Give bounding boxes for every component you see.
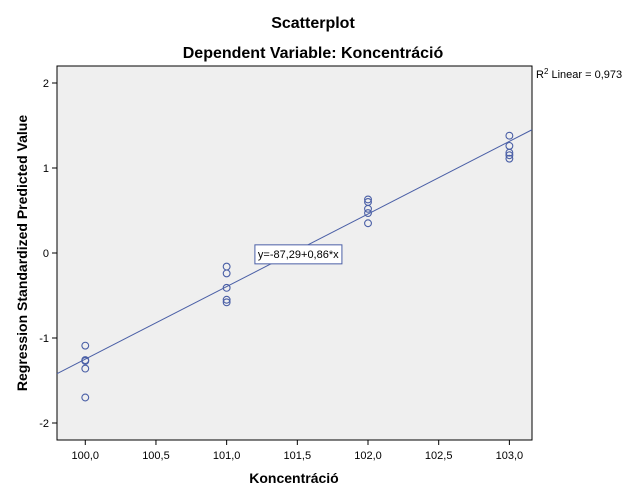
x-tick-label: 102,5 [425,450,453,462]
x-tick-label: 100,5 [142,450,170,462]
x-tick-label: 100,0 [72,450,100,462]
data-point [364,195,372,204]
data-point [81,364,90,373]
chart-title: Scatterplot [271,15,355,32]
x-tick-label: 103,0 [496,450,524,462]
y-tick-label: 0 [43,248,49,260]
data-point [364,204,372,213]
data-point [505,148,514,157]
data-point [81,393,90,402]
y-tick-label: 2 [43,78,49,90]
data-point [364,209,372,218]
x-axis-label: Koncentráció [249,470,338,486]
equation-label: y=-87,29+0,86*x [258,249,339,261]
r2-legend-prefix: R [536,69,544,81]
y-tick-label: 1 [43,163,49,175]
y-tick-label: -1 [39,333,49,345]
r2-legend: R2 Linear = 0,973 [536,67,622,81]
x-tick-label: 101,5 [284,450,312,462]
data-point [505,131,514,140]
x-tick-label: 102,0 [354,450,382,462]
r2-legend-text: Linear = 0,973 [548,69,622,81]
data-point [222,295,231,304]
y-axis-label: Regression Standardized Predicted Value [14,115,30,391]
equation-box [254,244,343,265]
data-point [505,154,514,163]
r2-legend-sup: 2 [544,67,549,76]
y-tick-label: -2 [39,418,49,430]
data-point [81,341,90,350]
data-point [222,298,231,307]
data-point [222,283,231,292]
x-tick-label: 101,0 [213,450,241,462]
data-point [364,219,372,228]
chart-subtitle: Dependent Variable: Koncentráció [183,45,444,62]
data-point [81,357,90,365]
data-point [222,269,231,278]
data-point [505,151,514,160]
